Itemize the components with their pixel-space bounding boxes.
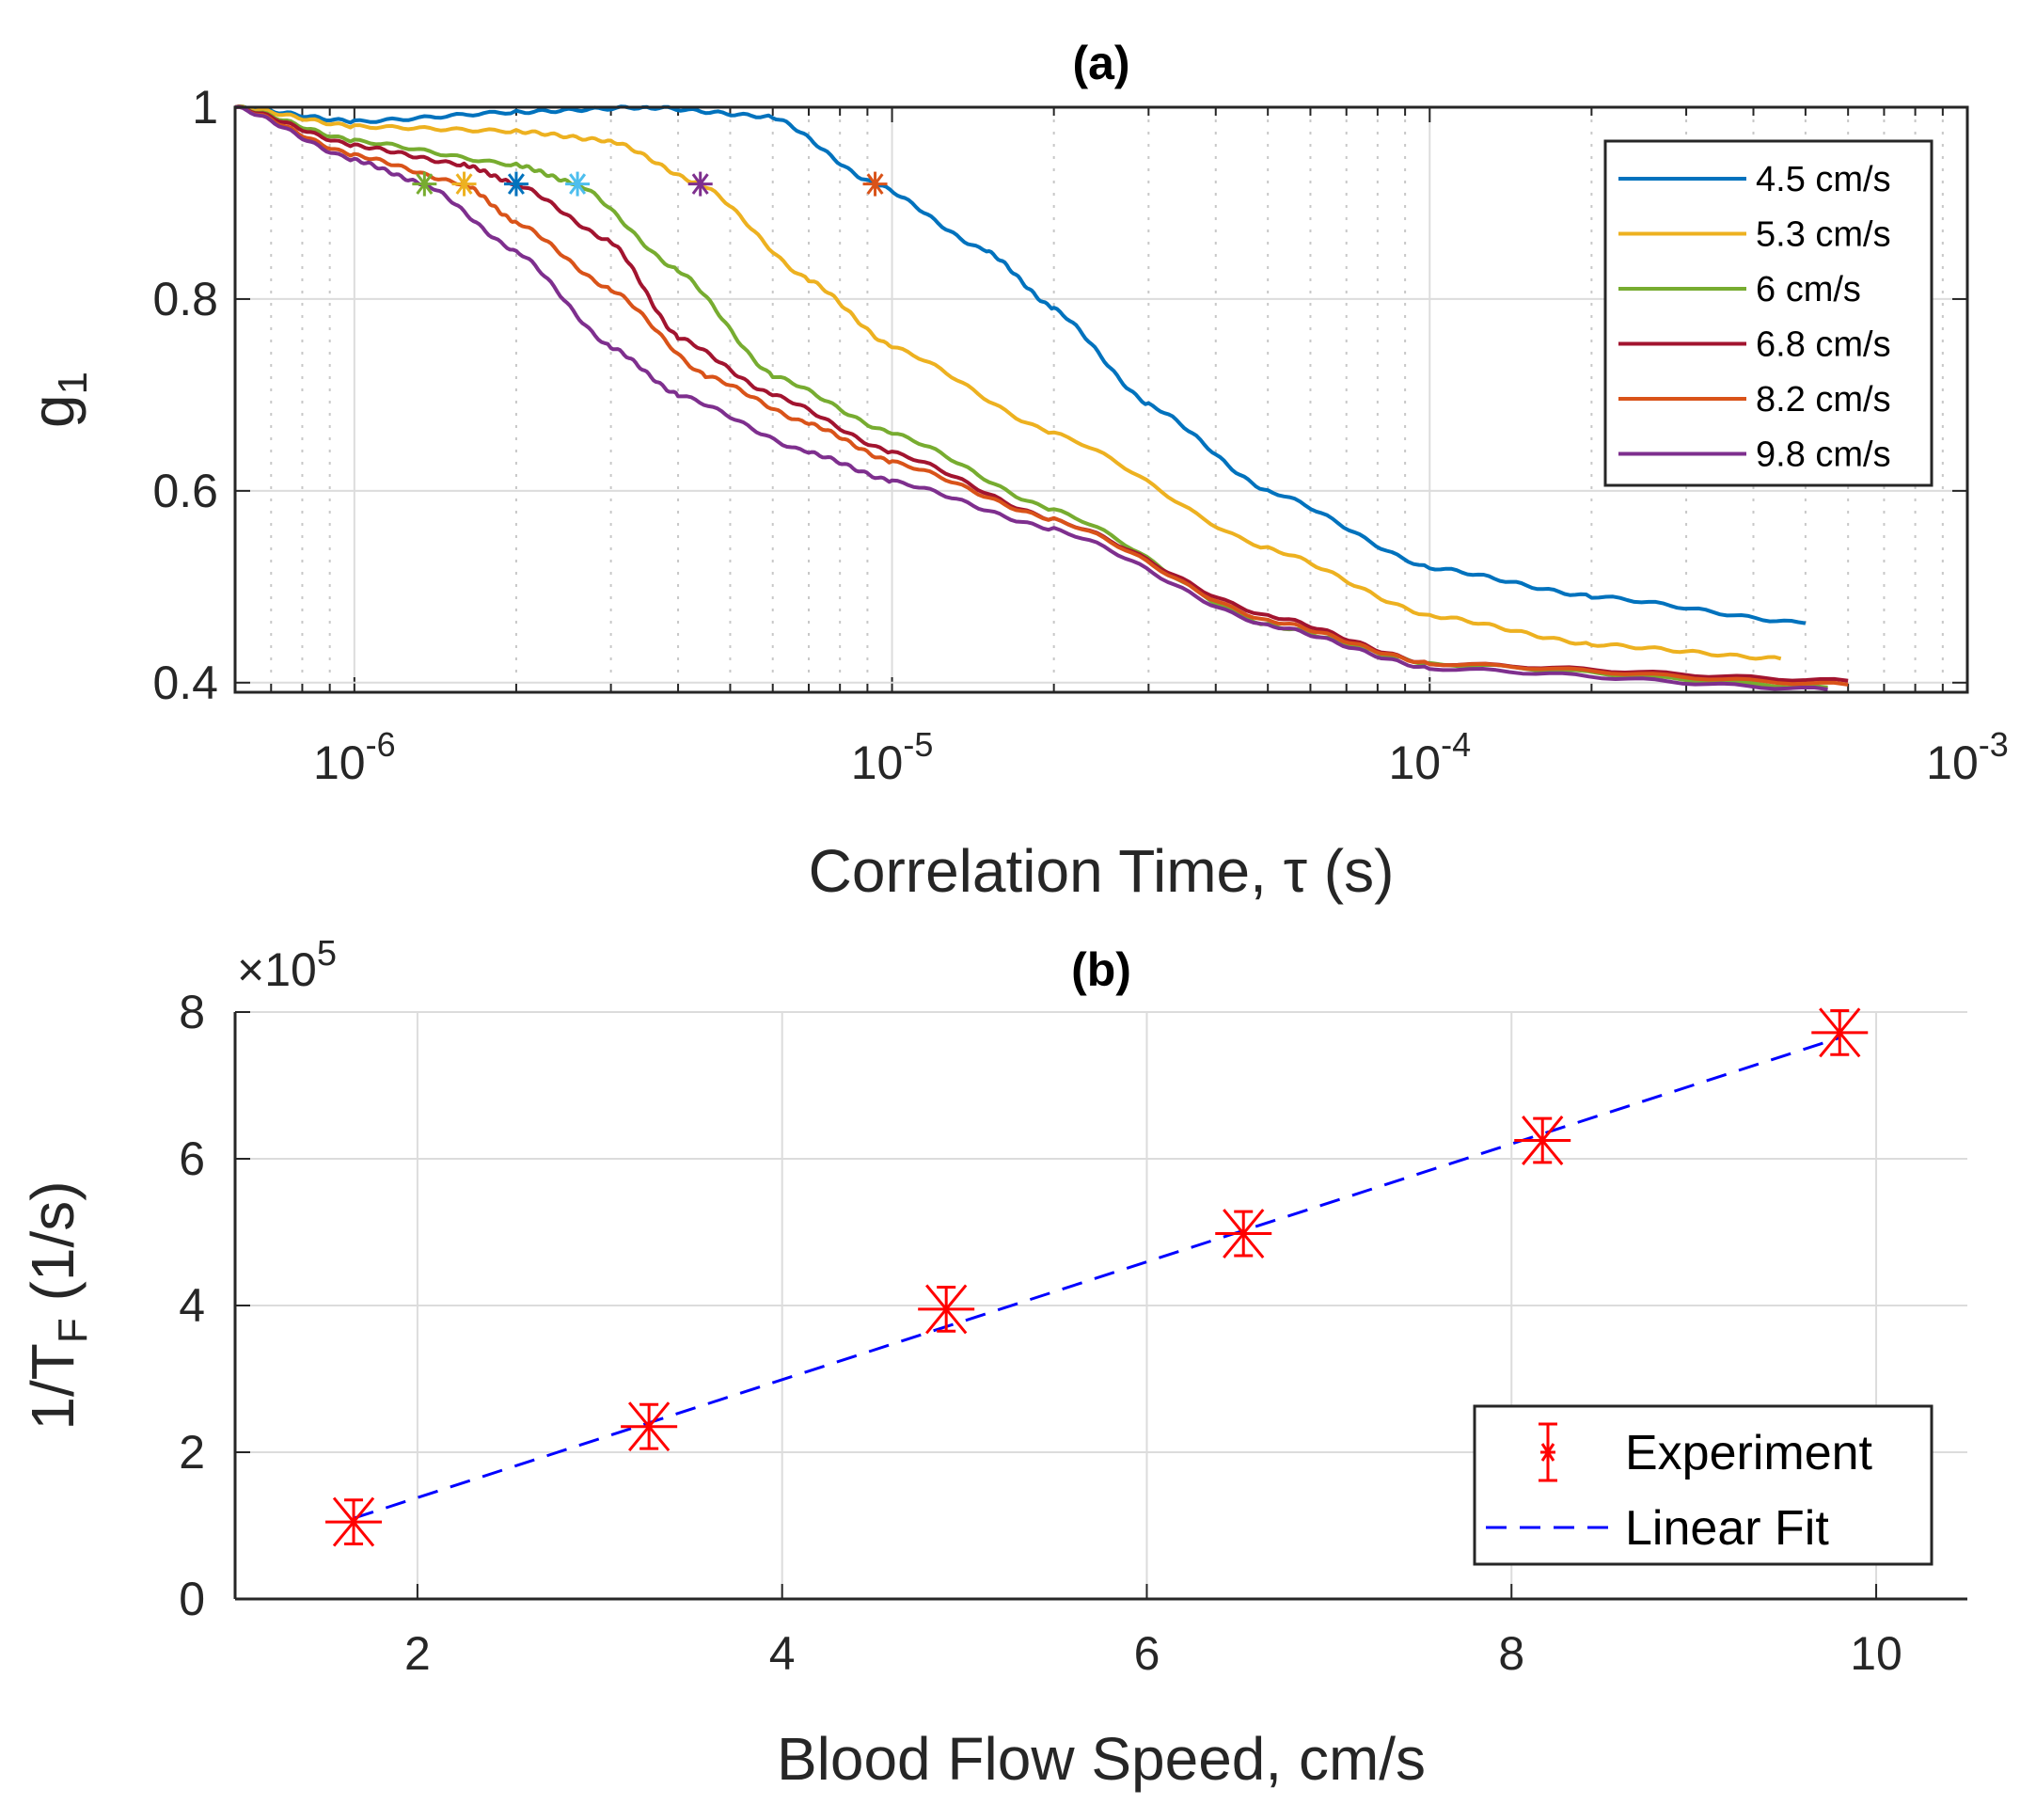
experiment-point [1215,1209,1272,1259]
marker-stroke [1540,1443,1555,1462]
legend-box [1473,1404,1933,1566]
x-tick-label-base: 10 [1926,736,1979,789]
x-tick-label-base: 10 [313,736,366,789]
marker-stroke [416,173,434,195]
legend-label: 8.2 cm/s [1756,380,1891,419]
x-tick-label: 2 [404,1627,431,1680]
experiment-point [918,1284,975,1335]
y-tick-label: 8 [179,986,205,1038]
y-tick-label: 0 [179,1573,205,1625]
x-tick-label: 10-5 [851,725,934,789]
y-tick-label: 6 [179,1132,205,1185]
experiment-point [325,1496,383,1547]
x-tick-label: 10 [1850,1627,1902,1680]
legend-a: 4.5 cm/s 5.3 cm/s 6 cm/s 6.8 cm/s 8.2 cm/s 9.… [1603,139,1933,487]
asterisk-marker [412,171,437,197]
marker-stroke [925,1284,968,1335]
x-tick-label: 8 [1498,1627,1524,1680]
y-tick-label: 0.4 [152,657,218,709]
marker-stroke [866,173,884,195]
marker-stroke [455,173,473,195]
series-line [234,104,1807,625]
ylabel-b-sub: F [50,1318,96,1343]
marker-stroke [691,173,709,195]
asterisk-marker [687,171,713,197]
marker-stroke [332,1496,375,1547]
legend-label: 5.3 cm/s [1756,215,1891,255]
ylabel-a: g1 [19,372,96,428]
ylabel-b: 1/TF (1/s) [19,1180,96,1430]
marker-stroke [1223,1209,1265,1259]
x-tick-label-base: 10 [851,736,904,789]
ylabel-b-post: (1/s) [19,1180,87,1318]
legend-box [1603,139,1933,487]
x-tick-label: 6 [1134,1627,1160,1680]
axes-box [233,105,1969,694]
legend-label-fit: Linear Fit [1625,1501,1829,1556]
x-tick-label-exponent: -6 [366,725,396,764]
y-tick-label: 0.8 [152,273,218,325]
exponent-value: 5 [317,934,337,973]
y-tick-label: 0.6 [152,465,218,517]
ylabel-a-sub: 1 [50,372,96,394]
x-tick-label-base: 10 [1388,736,1441,789]
xlabel-a: Correlation Time, τ (s) [809,837,1395,905]
series-line [234,104,1849,683]
asterisk-marker [503,171,529,197]
x-tick-label-exponent: -4 [1441,725,1471,764]
asterisk-marker [451,171,477,197]
ylabel-a-base: g [19,394,87,428]
x-tick-label: 4 [769,1627,796,1680]
legend-b: Experiment Linear Fit [1473,1404,1933,1566]
legend-label: 9.8 cm/s [1756,435,1891,475]
title-b: (b) [1071,943,1131,996]
experiment-point [621,1401,678,1452]
axes-b: 2 4 6 8 10 0 2 4 6 8 Experiment Linear Fit [179,986,1967,1680]
title-a: (a) [1072,37,1129,89]
asterisk-marker [862,171,888,197]
ylabel-b-pre: 1/T [19,1343,87,1430]
marker-stroke [627,1401,671,1452]
marker-stroke [1522,1116,1564,1165]
legend-experiment-symbol [1539,1422,1557,1482]
legend-label: 4.5 cm/s [1756,160,1891,199]
y-exponent-label: ×105 [237,934,337,996]
legend-label: 6.8 cm/s [1756,325,1891,365]
legend-label: 6 cm/s [1756,270,1861,309]
y-tick-label: 1 [192,81,218,134]
experiment-point [1811,1007,1869,1058]
x-tick-label: 10-4 [1388,725,1471,789]
x-tick-label-exponent: -5 [903,725,933,764]
y-tick-label: 2 [179,1426,205,1479]
series-line [234,104,1782,661]
x-tick-label: 10-3 [1926,725,2009,789]
marker-stroke [507,173,525,195]
y-tick-label: 4 [179,1279,205,1332]
experiment-point [1514,1116,1571,1165]
marker-stroke [569,173,587,195]
xlabel-b: Blood Flow Speed, cm/s [777,1725,1426,1793]
series-line [234,104,1828,691]
x-tick-label-exponent: -3 [1979,725,2009,764]
linear-fit-line [353,1036,1840,1520]
series-line [234,104,1849,687]
exponent-prefix: ×10 [237,943,317,996]
x-tick-label: 10-6 [313,725,396,789]
asterisk-marker [565,171,591,197]
legend-label-experiment: Experiment [1625,1426,1873,1480]
marker-stroke [1819,1007,1861,1058]
